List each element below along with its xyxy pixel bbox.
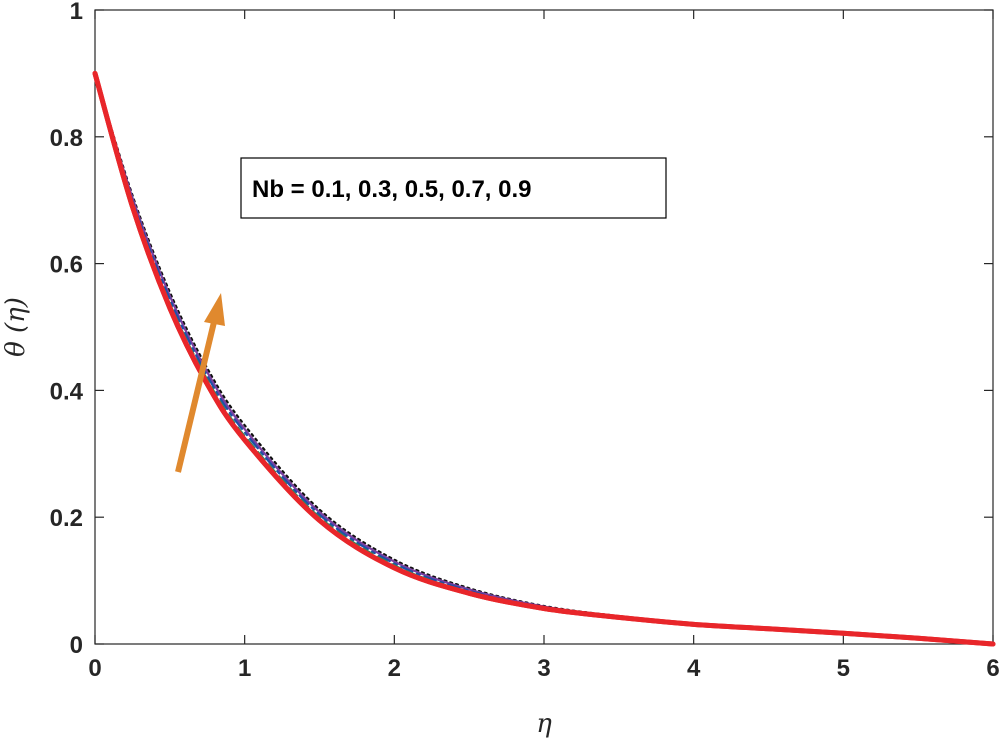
plot-area [94,9,994,645]
y-tick-label: 0.4 [50,378,84,405]
y-axis-label: θ (η) [1,297,31,357]
trend-arrow [175,293,225,473]
annotation-box [240,157,667,219]
x-tick-label: 3 [537,655,550,682]
x-axis-label: η [536,709,552,739]
x-tick-label: 5 [837,655,850,682]
y-tick-label: 0.8 [50,125,83,152]
y-tick-label: 0.2 [50,505,83,532]
x-tick-label: 6 [986,655,999,682]
x-tick-label: 1 [238,655,251,682]
arrow-shaft [175,321,217,473]
x-tick-label: 0 [88,655,101,682]
y-tick-label: 0.6 [50,252,83,279]
series-line-3 [93,72,995,646]
annotation-text: Nb = 0.1, 0.3, 0.5, 0.7, 0.9 [252,176,532,203]
arrow-head [204,293,225,326]
series-layer [92,70,996,647]
x-tick-label: 2 [388,655,401,682]
y-tick-label: 1 [70,0,83,25]
x-tick-label: 4 [687,655,701,682]
y-tick-label: 0 [70,632,83,659]
ticks: 0 1 2 3 4 5 6 0 0.2 0.4 0.6 0.8 1 [50,0,1000,682]
series-line-1-overlay [92,70,996,647]
